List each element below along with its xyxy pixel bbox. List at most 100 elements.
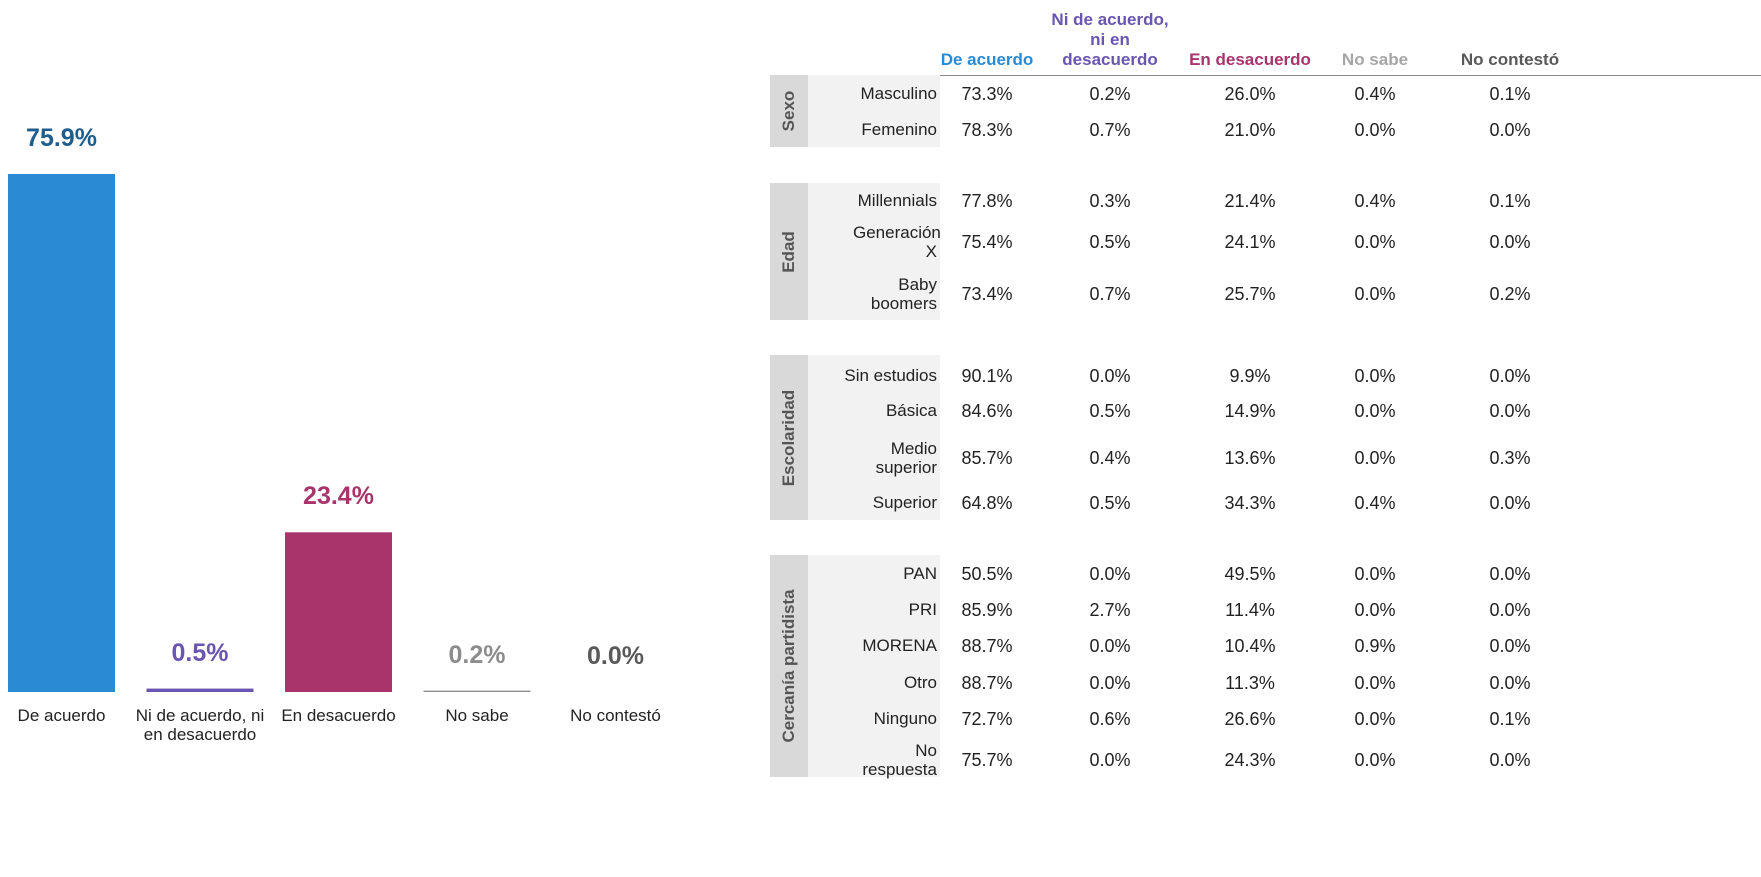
- row-label: Otro: [903, 673, 937, 692]
- cell: 0.0%: [1354, 284, 1396, 304]
- cell: 72.7%: [961, 709, 1013, 729]
- cell: 0.0%: [1489, 493, 1531, 513]
- cell: 0.4%: [1089, 448, 1131, 468]
- row-label: Superior: [872, 493, 937, 512]
- row-label: PAN: [903, 564, 937, 583]
- cell: 0.3%: [1489, 448, 1531, 468]
- cell: 0.0%: [1489, 673, 1531, 693]
- row-label-bg: [808, 183, 940, 320]
- cell: 78.3%: [961, 120, 1013, 140]
- cell: 21.0%: [1224, 120, 1276, 140]
- cell: 0.5%: [1089, 232, 1131, 252]
- cell: 26.0%: [1224, 84, 1276, 104]
- cell: 73.3%: [961, 84, 1013, 104]
- group-cell: [770, 555, 808, 777]
- column-header: En desacuerdo: [1189, 50, 1311, 69]
- column-header: No sabe: [1341, 50, 1409, 69]
- cell: 0.4%: [1354, 84, 1396, 104]
- cell: 0.0%: [1089, 750, 1131, 770]
- row-label: Medio superior: [875, 439, 937, 477]
- x-tick-label: Ni de acuerdo, ni en desacuerdo: [135, 706, 265, 744]
- x-tick-label: No sabe: [445, 706, 509, 725]
- value-label: 23.4%: [303, 482, 374, 511]
- bar: [146, 688, 254, 692]
- cell: 0.0%: [1489, 120, 1531, 140]
- row-label: Ninguno: [873, 709, 937, 728]
- cell: 0.0%: [1489, 564, 1531, 584]
- cell: 11.4%: [1225, 600, 1275, 620]
- cell: 24.1%: [1224, 232, 1276, 252]
- cell: 0.0%: [1354, 600, 1396, 620]
- row-label: Baby boomers: [870, 275, 937, 313]
- header-rule: [940, 75, 1761, 76]
- value-label: 0.5%: [171, 638, 229, 667]
- cell: 13.6%: [1224, 448, 1276, 468]
- cell: 77.8%: [961, 191, 1013, 211]
- cell: 88.7%: [961, 673, 1013, 693]
- cell: 84.6%: [961, 401, 1013, 421]
- value-label: 75.9%: [26, 124, 97, 152]
- row-label: Femenino: [861, 120, 937, 139]
- group-cell: [770, 355, 808, 520]
- cell: 0.7%: [1089, 284, 1131, 304]
- cell: 0.2%: [1089, 84, 1131, 104]
- cell: 0.0%: [1489, 750, 1531, 770]
- cell: 11.3%: [1225, 673, 1275, 693]
- column-header: No contestó: [1460, 50, 1560, 69]
- cell: 64.8%: [961, 493, 1013, 513]
- row-label: MORENA: [862, 636, 937, 655]
- cell: 34.3%: [1224, 493, 1276, 513]
- cell: 0.7%: [1089, 120, 1131, 140]
- cell: 85.7%: [961, 448, 1013, 468]
- cell: 0.0%: [1354, 750, 1396, 770]
- cell: 10.4%: [1224, 636, 1276, 656]
- cell: 0.5%: [1089, 401, 1131, 421]
- cell: 90.1%: [961, 366, 1013, 386]
- cell: 0.0%: [1354, 673, 1396, 693]
- cell: 14.9%: [1224, 401, 1276, 421]
- group-name: Cercanía partidista: [779, 589, 798, 743]
- cell: 25.7%: [1224, 284, 1276, 304]
- cell: 0.0%: [1354, 366, 1396, 386]
- cell: 0.0%: [1089, 673, 1131, 693]
- cell: 0.0%: [1354, 709, 1396, 729]
- value-label: 0.2%: [448, 640, 506, 669]
- cell: 0.3%: [1089, 191, 1131, 211]
- row-label-bg: [808, 75, 940, 147]
- cell: 0.6%: [1089, 709, 1131, 729]
- cell: 21.4%: [1224, 191, 1276, 211]
- cell: 2.7%: [1089, 600, 1131, 620]
- column-header: De acuerdo: [940, 50, 1034, 69]
- cell: 0.0%: [1489, 401, 1531, 421]
- cell: 0.0%: [1089, 636, 1131, 656]
- cell: 0.0%: [1489, 366, 1531, 386]
- row-label: PRI: [908, 600, 937, 619]
- cell: 85.9%: [961, 600, 1013, 620]
- bar-chart: [8, 174, 531, 692]
- cell: 0.4%: [1354, 191, 1396, 211]
- row-label: No respuesta: [862, 741, 937, 779]
- x-tick-label: En desacuerdo: [281, 706, 396, 725]
- row-label: Básica: [885, 401, 937, 420]
- group-cell: [770, 75, 808, 147]
- cell: 0.0%: [1089, 564, 1131, 584]
- column-header: Ni de acuerdo, ni en desacuerdo: [1051, 10, 1169, 69]
- cell: 75.7%: [961, 750, 1013, 770]
- bar: [285, 532, 392, 692]
- x-tick-label: De acuerdo: [17, 706, 106, 725]
- cell: 75.4%: [961, 232, 1013, 252]
- cell: 0.0%: [1489, 232, 1531, 252]
- row-label: Millennials: [857, 191, 937, 210]
- cell: 0.0%: [1089, 366, 1131, 386]
- cell: 0.1%: [1489, 84, 1531, 104]
- value-label: 0.0%: [587, 642, 644, 670]
- row-label: Generación X: [853, 223, 941, 261]
- cell: 0.1%: [1489, 709, 1531, 729]
- cell: 0.0%: [1489, 636, 1531, 656]
- cell: 50.5%: [961, 564, 1013, 584]
- bar: [423, 690, 531, 692]
- bar: [8, 174, 115, 692]
- group-cell: [770, 183, 808, 320]
- row-label: Sin estudios: [844, 366, 937, 385]
- cell: 49.5%: [1224, 564, 1276, 584]
